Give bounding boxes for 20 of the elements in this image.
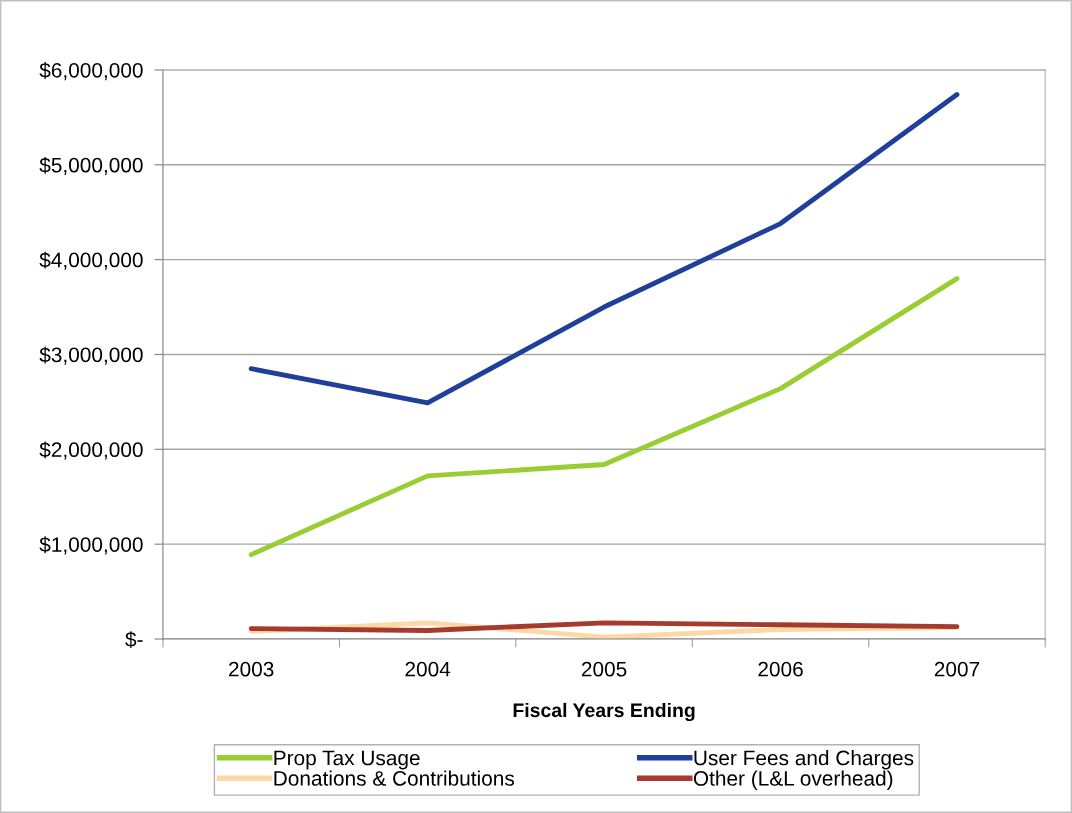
x-tick-label: 2003 [229, 661, 274, 677]
legend-label: Donations & Contributions [274, 770, 515, 786]
y-tick-label: $1,000,000 [39, 536, 143, 555]
line-series [248, 276, 960, 558]
y-tick-label: $6,000,000 [39, 62, 143, 81]
legend-label: User Fees and Charges [694, 750, 914, 770]
line-series [248, 92, 960, 406]
legend-label: Prop Tax Usage [274, 750, 420, 770]
x-axis-title: Fiscal Years Ending [513, 702, 695, 722]
x-tick-label: 2006 [758, 661, 803, 677]
y-tick-label: $5,000,000 [39, 156, 143, 175]
y-tick-label: $- [125, 631, 143, 649]
x-tick-label: 2005 [581, 661, 627, 677]
legend-label: Other (L&L overhead) [693, 770, 893, 790]
y-tick-label: $3,000,000 [39, 346, 143, 365]
x-tick-label: 2007 [934, 661, 980, 677]
line-series [248, 620, 960, 633]
x-tick-label: 2004 [405, 661, 451, 677]
y-tick-label: $2,000,000 [39, 441, 143, 460]
y-tick-label: $4,000,000 [39, 251, 143, 270]
